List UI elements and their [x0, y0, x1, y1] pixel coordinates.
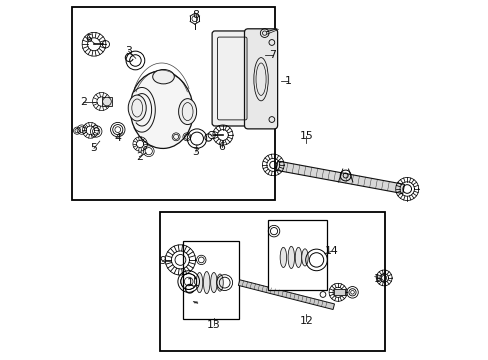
Text: 11: 11	[187, 278, 201, 288]
Ellipse shape	[301, 249, 307, 266]
Ellipse shape	[130, 71, 193, 148]
Text: 14: 14	[324, 246, 338, 256]
Text: 5: 5	[90, 143, 97, 153]
Polygon shape	[238, 280, 334, 310]
Ellipse shape	[196, 273, 203, 293]
Bar	[333, 289, 344, 295]
Bar	[183, 241, 239, 319]
Text: 15: 15	[299, 131, 313, 141]
Ellipse shape	[216, 274, 223, 291]
Text: 10: 10	[373, 274, 386, 284]
Text: 7: 7	[268, 50, 275, 60]
Text: 13: 13	[206, 320, 220, 330]
Bar	[267, 220, 326, 290]
Text: 2: 2	[136, 152, 142, 162]
Text: 1: 1	[285, 76, 291, 86]
Ellipse shape	[178, 99, 196, 125]
Text: 6: 6	[218, 142, 225, 152]
Bar	[72, 7, 275, 200]
Ellipse shape	[152, 69, 174, 84]
Bar	[160, 212, 384, 351]
Ellipse shape	[128, 95, 146, 121]
Bar	[102, 97, 112, 106]
Text: 3: 3	[192, 147, 199, 157]
Text: 6: 6	[85, 34, 92, 44]
Text: 12: 12	[299, 316, 313, 326]
Text: 2: 2	[80, 96, 86, 107]
FancyBboxPatch shape	[212, 31, 251, 126]
Polygon shape	[276, 161, 404, 194]
Text: 8: 8	[192, 10, 199, 20]
Text: 3: 3	[125, 46, 132, 56]
Ellipse shape	[287, 246, 294, 269]
Text: 9: 9	[159, 256, 165, 266]
Text: 4: 4	[114, 132, 121, 143]
FancyBboxPatch shape	[244, 29, 277, 129]
Ellipse shape	[203, 271, 209, 294]
Ellipse shape	[295, 247, 301, 267]
Ellipse shape	[210, 273, 217, 293]
Circle shape	[102, 97, 111, 106]
Ellipse shape	[280, 247, 286, 267]
